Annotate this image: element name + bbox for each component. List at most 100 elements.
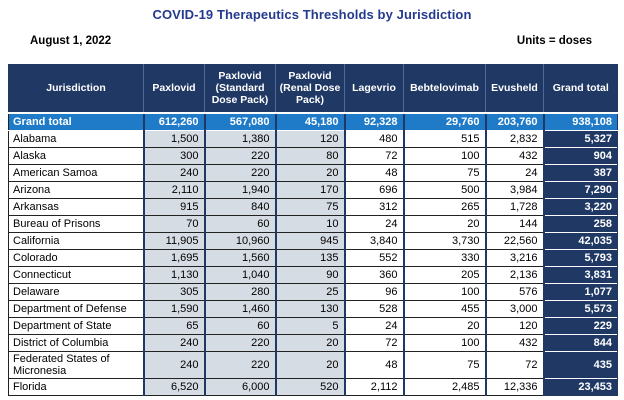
cell-value: 5,573 bbox=[542, 300, 618, 318]
cell-value: 305 bbox=[142, 283, 205, 301]
table-row-american-samoa: American Samoa 240 220 20 48 75 24 387 bbox=[8, 164, 618, 182]
cell-value: 1,500 bbox=[142, 130, 205, 148]
cell-value: 80 bbox=[274, 147, 345, 165]
cell-jurisdiction: Connecticut bbox=[8, 266, 144, 284]
table-row-california: California 11,905 10,960 945 3,840 3,730 22,56… bbox=[8, 232, 618, 250]
cell-jurisdiction: Department of Defense bbox=[8, 300, 144, 318]
cell-value: 240 bbox=[142, 164, 205, 182]
cell-value: 5,327 bbox=[542, 130, 618, 148]
cell-value: 205 bbox=[402, 266, 486, 284]
column-header-7: Grand total bbox=[543, 64, 618, 113]
cell-jurisdiction: Delaware bbox=[8, 283, 144, 301]
cell-value: 1,040 bbox=[203, 266, 276, 284]
cell-value: 3,840 bbox=[343, 232, 404, 250]
cell-value: 2,112 bbox=[343, 378, 404, 396]
header-row: Jurisdiction Paxlovid Paxlovid (Standard D… bbox=[8, 64, 618, 113]
cell-value: 135 bbox=[274, 249, 345, 267]
cell-value: 480 bbox=[343, 130, 404, 148]
cell-value: 6,000 bbox=[203, 378, 276, 396]
cell-value: 612,260 bbox=[142, 112, 205, 131]
cell-value: 2,485 bbox=[402, 378, 486, 396]
cell-value: 20 bbox=[274, 351, 345, 379]
cell-jurisdiction: California bbox=[8, 232, 144, 250]
cell-value: 455 bbox=[402, 300, 486, 318]
cell-value: 23,453 bbox=[542, 378, 618, 396]
cell-value: 1,940 bbox=[203, 181, 276, 199]
cell-value: 24 bbox=[343, 317, 404, 335]
cell-value: 5 bbox=[274, 317, 345, 335]
table-row-federated-states-of-micronesia: Federated States of Micronesia 240 220 20 48… bbox=[8, 351, 618, 379]
cell-value: 130 bbox=[274, 300, 345, 318]
cell-value: 120 bbox=[274, 130, 345, 148]
cell-value: 10,960 bbox=[203, 232, 276, 250]
cell-jurisdiction: Alabama bbox=[8, 130, 144, 148]
cell-value: 10 bbox=[274, 215, 345, 233]
cell-jurisdiction: Arkansas bbox=[8, 198, 144, 216]
cell-value: 696 bbox=[343, 181, 404, 199]
table-row-grand-total: Grand total 612,260 567,080 45,180 92,328 29,… bbox=[8, 112, 618, 131]
cell-value: 904 bbox=[542, 147, 618, 165]
column-header-4: Lagevrio bbox=[344, 64, 404, 113]
cell-value: 60 bbox=[203, 317, 276, 335]
table-row-department-of-state: Department of State 65 60 5 24 20 120 229 bbox=[8, 317, 618, 335]
cell-value: 3,984 bbox=[484, 181, 544, 199]
cell-value: 1,130 bbox=[142, 266, 205, 284]
table-row-arizona: Arizona 2,110 1,940 170 696 500 3,984 7,290 bbox=[8, 181, 618, 199]
cell-value: 844 bbox=[542, 334, 618, 352]
cell-value: 5,793 bbox=[542, 249, 618, 267]
cell-value: 72 bbox=[343, 334, 404, 352]
cell-value: 75 bbox=[274, 198, 345, 216]
cell-value: 1,728 bbox=[484, 198, 544, 216]
cell-value: 203,760 bbox=[484, 112, 544, 131]
cell-value: 1,380 bbox=[203, 130, 276, 148]
report-date: August 1, 2022 bbox=[30, 35, 112, 47]
meta-row: August 1, 2022 Units = doses bbox=[0, 35, 624, 47]
cell-jurisdiction: Alaska bbox=[8, 147, 144, 165]
table-row-florida: Florida 6,520 6,000 520 2,112 2,485 12,336 23,4… bbox=[8, 378, 618, 396]
cell-value: 229 bbox=[542, 317, 618, 335]
cell-value: 2,136 bbox=[484, 266, 544, 284]
cell-value: 7,290 bbox=[542, 181, 618, 199]
table-row-arkansas: Arkansas 915 840 75 312 265 1,728 3,220 bbox=[8, 198, 618, 216]
cell-value: 840 bbox=[203, 198, 276, 216]
cell-value: 72 bbox=[343, 147, 404, 165]
table-header: Jurisdiction Paxlovid Paxlovid (Standard D… bbox=[8, 64, 618, 113]
table-body: Grand total 612,260 567,080 45,180 92,328 29,… bbox=[8, 112, 618, 396]
cell-jurisdiction: Department of State bbox=[8, 317, 144, 335]
cell-value: 2,110 bbox=[142, 181, 205, 199]
cell-value: 515 bbox=[402, 130, 486, 148]
cell-value: 60 bbox=[203, 215, 276, 233]
cell-value: 75 bbox=[402, 351, 486, 379]
table-row-connecticut: Connecticut 1,130 1,040 90 360 205 2,136 3,831 bbox=[8, 266, 618, 284]
cell-value: 96 bbox=[343, 283, 404, 301]
cell-value: 1,590 bbox=[142, 300, 205, 318]
cell-value: 42,035 bbox=[542, 232, 618, 250]
cell-value: 144 bbox=[484, 215, 544, 233]
table-row-alaska: Alaska 300 220 80 72 100 432 904 bbox=[8, 147, 618, 165]
cell-value: 6,520 bbox=[142, 378, 205, 396]
cell-jurisdiction: Colorado bbox=[8, 249, 144, 267]
cell-value: 300 bbox=[142, 147, 205, 165]
cell-value: 29,760 bbox=[402, 112, 486, 131]
cell-value: 3,220 bbox=[542, 198, 618, 216]
cell-value: 120 bbox=[484, 317, 544, 335]
table-row-bureau-of-prisons: Bureau of Prisons 70 60 10 24 20 144 258 bbox=[8, 215, 618, 233]
cell-value: 258 bbox=[542, 215, 618, 233]
cell-value: 280 bbox=[203, 283, 276, 301]
cell-value: 65 bbox=[142, 317, 205, 335]
cell-value: 220 bbox=[203, 334, 276, 352]
cell-jurisdiction: Federated States of Micronesia bbox=[8, 351, 144, 379]
cell-value: 48 bbox=[343, 351, 404, 379]
cell-value: 1,695 bbox=[142, 249, 205, 267]
page-title: COVID-19 Therapeutics Thresholds by Juri… bbox=[152, 7, 472, 22]
cell-value: 567,080 bbox=[203, 112, 276, 131]
table-row-delaware: Delaware 305 280 25 96 100 576 1,077 bbox=[8, 283, 618, 301]
cell-value: 70 bbox=[142, 215, 205, 233]
cell-value: 90 bbox=[274, 266, 345, 284]
cell-value: 330 bbox=[402, 249, 486, 267]
cell-value: 3,000 bbox=[484, 300, 544, 318]
column-header-6: Evusheld bbox=[485, 64, 544, 113]
cell-value: 576 bbox=[484, 283, 544, 301]
cell-value: 220 bbox=[203, 351, 276, 379]
